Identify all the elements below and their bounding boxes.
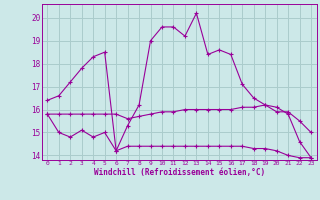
X-axis label: Windchill (Refroidissement éolien,°C): Windchill (Refroidissement éolien,°C) (94, 168, 265, 177)
